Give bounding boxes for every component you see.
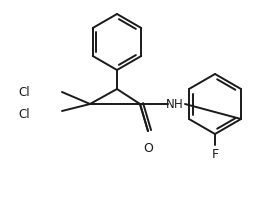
Text: Cl: Cl bbox=[18, 108, 30, 121]
Text: H: H bbox=[174, 98, 183, 111]
Text: F: F bbox=[211, 147, 219, 161]
Text: Cl: Cl bbox=[18, 85, 30, 99]
Text: N: N bbox=[166, 98, 175, 111]
Text: O: O bbox=[143, 142, 153, 155]
